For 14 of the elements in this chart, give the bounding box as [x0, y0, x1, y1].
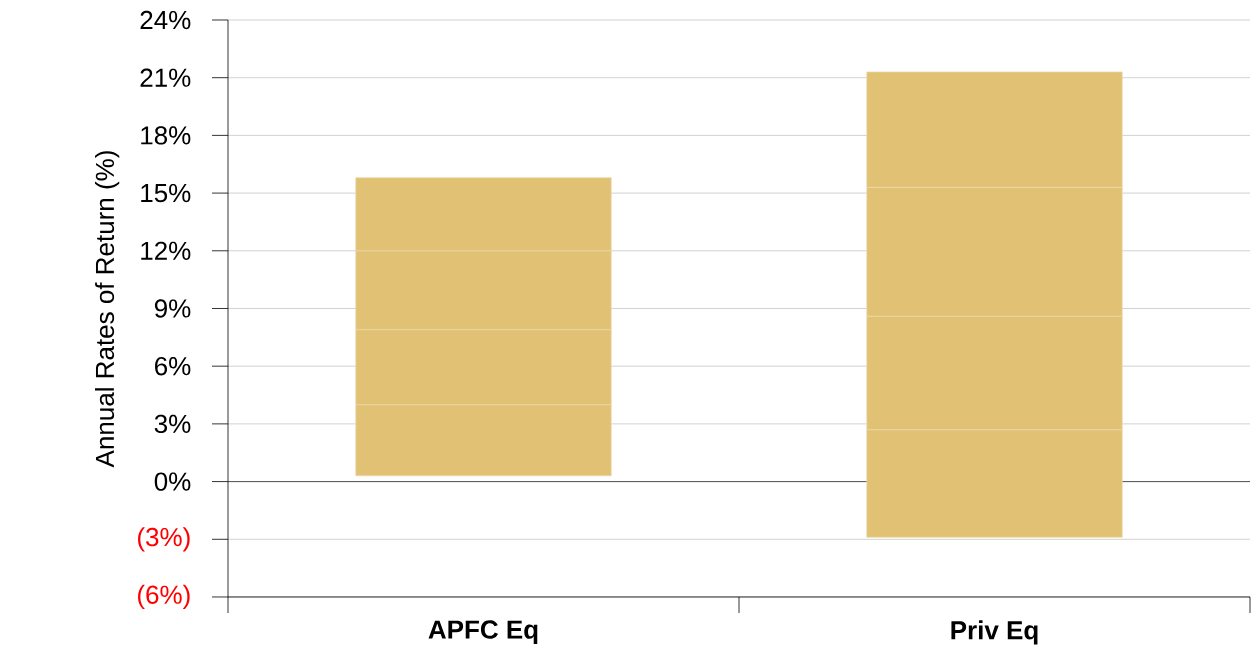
x-tick-label: APFC Eq [428, 620, 538, 644]
x-tick-label: Priv Eq [951, 620, 1038, 645]
y-axis-title: Annual Rates of Return (%) [95, 151, 120, 468]
y-tick-label: (3%) [138, 527, 190, 552]
y-tick-label: 6% [155, 356, 191, 376]
y-tick-label: 0% [154, 472, 191, 491]
y-tick-label: (6%) [138, 584, 190, 610]
y-tick-label: 3% [154, 414, 191, 434]
y-tick-label: 9% [154, 299, 191, 318]
y-tick-label: 12% [141, 241, 191, 260]
y-tick-label: 18% [141, 126, 191, 145]
y-tick-label: 24% [140, 10, 191, 30]
y-tick-label: 21% [140, 68, 191, 87]
y-tick-label: 15% [141, 183, 191, 203]
